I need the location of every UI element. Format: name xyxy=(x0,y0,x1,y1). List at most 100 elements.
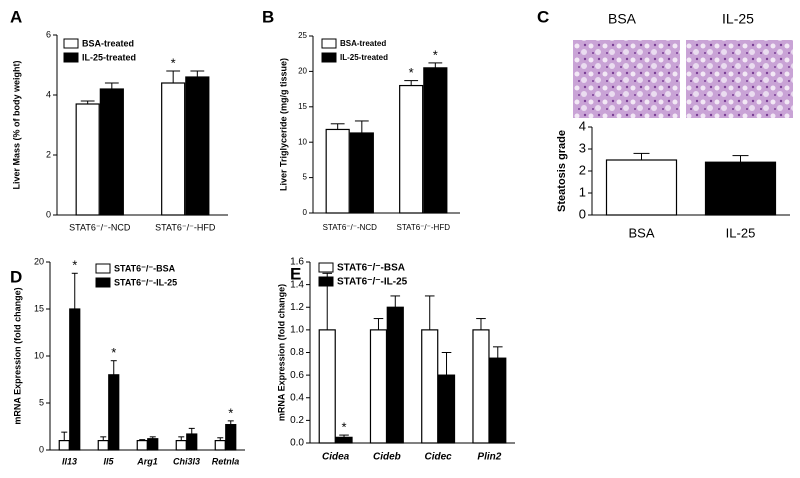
legend-swatch xyxy=(321,52,337,63)
legend-label: STAT6⁻/⁻-BSA xyxy=(114,263,176,273)
bar xyxy=(186,433,198,451)
legend-swatch xyxy=(95,263,111,274)
significance-mark: * xyxy=(341,420,346,435)
y-tick-label: 0 xyxy=(46,209,51,219)
y-tick-label: 1.4 xyxy=(290,279,304,290)
legend-swatch xyxy=(95,277,111,288)
y-tick-label: 4 xyxy=(46,89,51,99)
bar xyxy=(325,128,350,214)
x-tick-label: Chi3l3 xyxy=(173,456,200,466)
legend-label: STAT6⁻/⁻-BSA xyxy=(337,263,405,274)
legend-swatch xyxy=(63,38,79,49)
y-tick-label: 25 xyxy=(298,31,307,40)
legend-swatch xyxy=(63,52,79,63)
y-tick-label: 0.4 xyxy=(290,392,304,403)
histology-image xyxy=(573,40,680,118)
legend-label: IL-25-treated xyxy=(82,52,136,62)
histology-image xyxy=(686,40,793,118)
panel-letter: B xyxy=(262,7,274,26)
bar xyxy=(214,440,226,451)
y-tick-label: 4 xyxy=(579,118,586,133)
y-tick-label: 1 xyxy=(579,184,586,199)
x-tick-label: STAT6⁻/⁻-HFD xyxy=(397,223,451,232)
x-tick-label: STAT6⁻/⁻-HFD xyxy=(155,222,216,232)
x-tick-label: STAT6⁻/⁻-NCD xyxy=(323,223,378,232)
image-title: BSA xyxy=(608,11,637,27)
significance-mark: * xyxy=(111,345,116,360)
significance-mark: * xyxy=(171,55,176,70)
x-tick-label: Cideb xyxy=(373,452,401,463)
bar xyxy=(161,82,186,216)
legend-label: STAT6⁻/⁻-IL-25 xyxy=(337,277,408,288)
x-tick-label: STAT6⁻/⁻-NCD xyxy=(69,222,131,232)
y-axis-label: Liver Mass (% of body weight) xyxy=(11,60,21,189)
y-tick-label: 5 xyxy=(39,397,44,407)
y-tick-label: 10 xyxy=(34,350,44,360)
legend-swatch xyxy=(321,38,337,49)
y-axis-label: Steatosis grade xyxy=(556,130,568,212)
bar xyxy=(99,88,124,216)
bar xyxy=(147,438,159,451)
y-tick-label: 0.2 xyxy=(290,415,304,426)
y-tick-label: 5 xyxy=(303,173,308,182)
y-axis-label: Liver Triglyceride (mg/g tissue) xyxy=(278,58,288,191)
legend-label: IL-25-treated xyxy=(340,53,388,62)
bar xyxy=(225,424,237,451)
legend-label: STAT6⁻/⁻-IL-25 xyxy=(114,277,177,287)
bar xyxy=(136,440,148,451)
bar xyxy=(472,329,490,444)
bar xyxy=(318,329,336,444)
bar xyxy=(386,306,404,444)
bar xyxy=(489,357,507,444)
panel-letter: E xyxy=(290,264,301,283)
y-tick-label: 20 xyxy=(34,256,44,266)
y-tick-label: 1.6 xyxy=(290,257,304,268)
y-tick-label: 2 xyxy=(579,162,586,177)
y-tick-label: 15 xyxy=(34,303,44,313)
significance-mark: * xyxy=(433,47,438,62)
y-tick-label: 0.0 xyxy=(290,438,304,449)
legend-swatch xyxy=(318,262,334,273)
y-tick-label: 6 xyxy=(46,29,51,39)
y-tick-label: 2 xyxy=(46,149,51,159)
bar xyxy=(605,159,678,216)
x-tick-label: Arg1 xyxy=(136,456,158,466)
y-tick-label: 15 xyxy=(298,102,307,111)
bar xyxy=(369,329,388,444)
x-tick-label: BSA xyxy=(628,225,654,240)
y-tick-label: 0.6 xyxy=(290,370,304,381)
bar xyxy=(75,103,100,216)
bar xyxy=(421,329,439,444)
y-tick-label: 3 xyxy=(579,140,586,155)
x-tick-label: Cidec xyxy=(425,452,453,463)
bar xyxy=(58,440,70,451)
x-tick-label: Cidea xyxy=(322,452,350,463)
x-tick-label: IL-25 xyxy=(726,225,756,240)
legend-label: BSA-treated xyxy=(82,38,134,48)
panel-letter: D xyxy=(10,267,22,286)
significance-mark: * xyxy=(228,405,233,420)
x-tick-label: Plin2 xyxy=(477,452,501,463)
x-tick-label: Il13 xyxy=(62,456,77,466)
bar xyxy=(349,132,374,214)
x-tick-label: Il5 xyxy=(103,456,114,466)
significance-mark: * xyxy=(409,65,414,80)
panel-letter: C xyxy=(537,7,549,26)
y-axis-label: mRNA Expression (fold change) xyxy=(12,287,22,424)
y-axis-label: mRNA Expression (fold change) xyxy=(276,284,286,421)
significance-mark: * xyxy=(72,258,77,273)
bar xyxy=(69,308,81,451)
bar xyxy=(97,440,109,451)
y-tick-label: 1.2 xyxy=(290,302,304,313)
x-tick-label: Retnla xyxy=(212,456,240,466)
legend-label: BSA-treated xyxy=(340,39,386,48)
legend-swatch xyxy=(318,276,334,287)
y-tick-label: 20 xyxy=(298,67,307,76)
bar xyxy=(423,67,448,214)
bar xyxy=(335,436,353,444)
y-tick-label: 0 xyxy=(303,208,308,217)
bar xyxy=(175,440,187,451)
panel-letter: A xyxy=(10,7,22,26)
y-tick-label: 0 xyxy=(39,444,44,454)
